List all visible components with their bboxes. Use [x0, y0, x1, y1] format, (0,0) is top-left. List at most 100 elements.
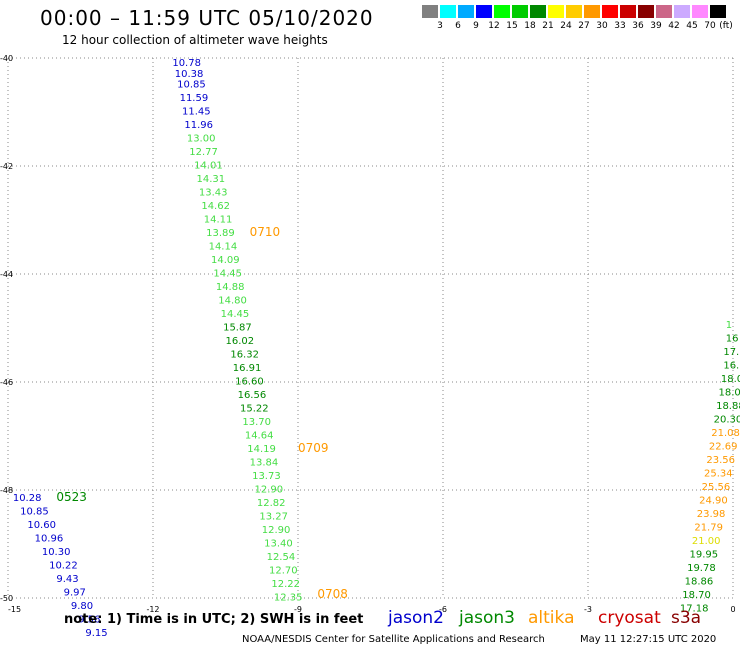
wave-height-label: 18.88: [716, 401, 740, 412]
legend-swatch: [530, 5, 546, 18]
wave-height-label: 23.98: [697, 509, 726, 520]
wave-height-label: 21.08: [711, 428, 740, 439]
wave-height-label: 12.82: [257, 498, 286, 509]
legend-swatch: [476, 5, 492, 18]
wave-height-label: 15.22: [240, 404, 269, 415]
legend-swatch: [422, 5, 438, 18]
wave-height-label: 10.60: [27, 520, 56, 531]
x-tick-label: -9: [294, 605, 302, 614]
footer-credit: NOAA/NESDIS Center for Satellite Applica…: [242, 634, 545, 645]
wave-height-label: 12.35: [274, 593, 303, 604]
wave-height-label: 16.02: [226, 336, 255, 347]
wave-height-label: 12.90: [262, 525, 291, 536]
wave-height-label: 14.19: [247, 444, 276, 455]
wave-height-label: 13.00: [187, 134, 216, 145]
wave-height-label: 14.09: [211, 255, 240, 266]
wave-height-label: 10.85: [20, 506, 49, 517]
wave-height-label: 11.96: [184, 120, 213, 131]
wave-height-label: 14.45: [213, 269, 242, 280]
chart-title: 00:00 – 11:59 UTC 05/10/2020: [40, 6, 374, 30]
y-tick-label: -42: [0, 162, 13, 171]
legend-swatch: [692, 5, 708, 18]
wave-height-label: 17.: [723, 347, 739, 358]
legend-swatch: [440, 5, 456, 18]
wave-height-label: 25.34: [704, 469, 733, 480]
pass-time-label: 0523: [56, 490, 87, 504]
wave-height-label: 14.14: [209, 242, 238, 253]
footer-note: note: 1) Time is in UTC; 2) SWH is in fe…: [64, 612, 364, 627]
legend-swatch: [548, 5, 564, 18]
legend-tick-label: 36: [632, 21, 644, 31]
y-tick-label: -40: [0, 54, 13, 63]
footer-timestamp: May 11 12:27:15 UTC 2020: [580, 634, 717, 645]
wave-height-label: 14.64: [245, 431, 274, 442]
wave-height-label: 9.56: [78, 614, 100, 625]
wave-height-label: 10.28: [13, 493, 42, 504]
wave-height-label: 9.15: [85, 628, 107, 639]
legend-unit: (ft): [719, 21, 733, 31]
wave-height-label: 11.59: [180, 93, 209, 104]
legend-tick-label: 15: [506, 21, 518, 31]
wave-height-label: 23.56: [706, 455, 735, 466]
wave-height-label: 21.00: [692, 536, 721, 547]
wave-height-label: 16: [726, 334, 739, 345]
pass-time-label: 0708: [317, 587, 348, 601]
wave-height-label: 18.07: [719, 388, 740, 399]
wave-height-label: 18.0: [721, 374, 740, 385]
wave-height-label: 14.88: [216, 282, 245, 293]
wave-height-label: 12.54: [267, 552, 296, 563]
wave-height-label: 1: [726, 320, 732, 331]
legend-jason2: jason2: [388, 608, 444, 628]
legend-swatch: [458, 5, 474, 18]
wave-height-label: 14.80: [218, 296, 247, 307]
legend-swatch: [638, 5, 654, 18]
y-tick-label: -48: [0, 486, 13, 495]
legend-tick-label: 12: [488, 21, 500, 31]
wave-height-label: 21.79: [694, 523, 723, 534]
wave-height-label: 16.56: [238, 390, 267, 401]
legend-swatch: [602, 5, 618, 18]
legend-tick-label: 42: [668, 21, 680, 31]
legend-swatch: [710, 5, 726, 18]
wave-height-label: 9.80: [71, 601, 93, 612]
legend-tick-label: 3: [437, 21, 443, 31]
wave-height-label: 25.56: [702, 482, 731, 493]
legend-tick-label: 21: [542, 21, 554, 31]
y-tick-label: -44: [0, 270, 13, 279]
wave-height-label: 24.90: [699, 496, 728, 507]
x-tick-label: -12: [146, 605, 159, 614]
legend-jason3: jason3: [459, 608, 515, 628]
wave-height-label: 13.89: [206, 228, 235, 239]
wave-height-label: 17.18: [680, 604, 709, 615]
legend-swatch: [494, 5, 510, 18]
wave-height-label: 10.30: [42, 547, 71, 558]
wave-height-label: 13.40: [264, 539, 293, 550]
wave-height-label: 14.01: [194, 161, 223, 172]
legend-cryosat: cryosat: [598, 608, 661, 628]
wave-height-label: 10.96: [35, 533, 64, 544]
wave-height-label: 14.45: [221, 309, 250, 320]
legend-swatch: [674, 5, 690, 18]
legend-tick-label: 24: [560, 21, 572, 31]
wave-height-label: 9.97: [64, 587, 86, 598]
wave-height-label: 12.77: [189, 147, 218, 158]
wave-height-label: 19.78: [687, 563, 716, 574]
pass-time-label: 0709: [298, 441, 329, 455]
legend-altika: altika: [528, 608, 575, 628]
legend-swatch: [584, 5, 600, 18]
wave-height-label: 13.27: [259, 512, 288, 523]
wave-height-label: 14.31: [197, 174, 226, 185]
legend-tick-label: 27: [578, 21, 590, 31]
wave-height-label: 13.43: [199, 188, 228, 199]
legend-swatch: [656, 5, 672, 18]
x-tick-label: -6: [439, 605, 447, 614]
wave-height-label: 16.60: [235, 377, 264, 388]
wave-height-label: 19.95: [690, 550, 719, 561]
wave-height-label: 10.38: [175, 69, 204, 80]
y-tick-label: -50: [0, 594, 13, 603]
legend-tick-label: 9: [473, 21, 479, 31]
wave-height-label: 14.11: [204, 215, 233, 226]
wave-height-label: 12.70: [269, 566, 298, 577]
wave-height-label: 9.43: [56, 574, 78, 585]
legend-s3a: s3a: [671, 608, 702, 628]
